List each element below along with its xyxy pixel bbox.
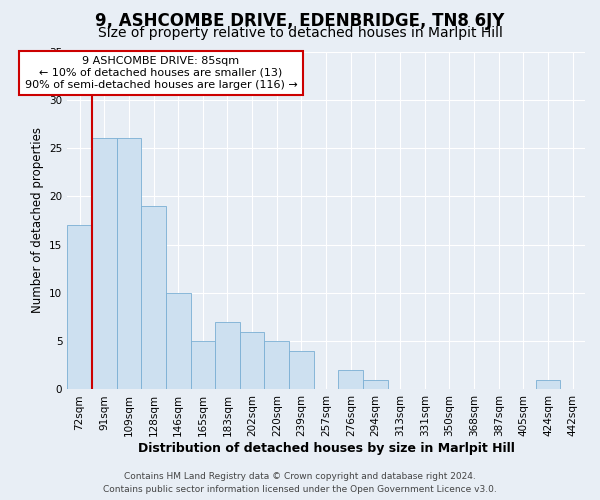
Bar — [363, 380, 388, 390]
Bar — [536, 380, 560, 390]
Bar — [240, 332, 265, 390]
Text: Size of property relative to detached houses in Marlpit Hill: Size of property relative to detached ho… — [98, 26, 502, 40]
Y-axis label: Number of detached properties: Number of detached properties — [31, 128, 44, 314]
Bar — [191, 341, 215, 390]
Bar — [92, 138, 116, 390]
Bar — [116, 138, 141, 390]
Text: Contains HM Land Registry data © Crown copyright and database right 2024.
Contai: Contains HM Land Registry data © Crown c… — [103, 472, 497, 494]
Bar — [265, 341, 289, 390]
Text: 9 ASHCOMBE DRIVE: 85sqm
← 10% of detached houses are smaller (13)
90% of semi-de: 9 ASHCOMBE DRIVE: 85sqm ← 10% of detache… — [25, 56, 297, 90]
X-axis label: Distribution of detached houses by size in Marlpit Hill: Distribution of detached houses by size … — [137, 442, 515, 455]
Bar — [338, 370, 363, 390]
Bar — [141, 206, 166, 390]
Bar — [289, 351, 314, 390]
Bar — [166, 293, 191, 390]
Bar — [67, 226, 92, 390]
Bar — [215, 322, 240, 390]
Text: 9, ASHCOMBE DRIVE, EDENBRIDGE, TN8 6JY: 9, ASHCOMBE DRIVE, EDENBRIDGE, TN8 6JY — [95, 12, 505, 30]
